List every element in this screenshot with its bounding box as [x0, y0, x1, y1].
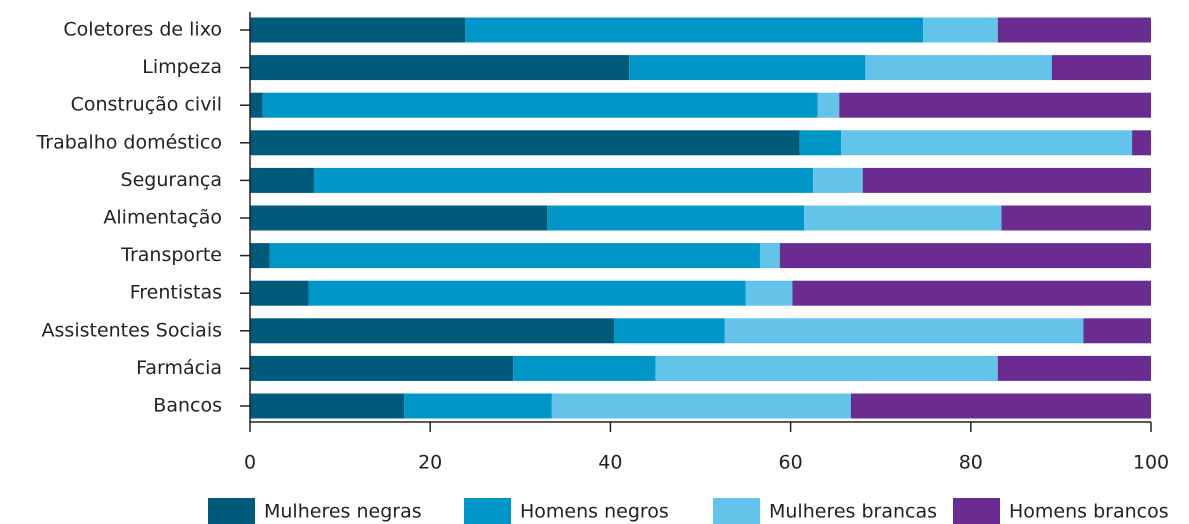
bar-segment — [313, 167, 814, 193]
bar-segment — [1132, 130, 1151, 156]
bar-segment — [308, 280, 746, 306]
y-tick-label: Alimentação — [103, 207, 222, 229]
y-tick-label: Bancos — [153, 395, 222, 417]
y-tick-label: Frentistas — [130, 282, 222, 304]
bar-segment — [997, 17, 1151, 43]
legend-label: Homens negros — [520, 501, 669, 523]
bar-segment — [759, 243, 780, 269]
y-tick-label: Segurança — [121, 169, 222, 191]
legend-swatch — [953, 498, 1000, 524]
legend-label: Mulheres brancas — [769, 501, 937, 523]
bar-segment — [724, 318, 1084, 344]
y-tick-label: Farmácia — [136, 357, 222, 379]
bar-segment — [779, 243, 1151, 269]
bar-segment — [250, 92, 263, 118]
bar-segment — [250, 280, 309, 306]
bar-segment — [841, 130, 1133, 156]
bar-segment — [839, 92, 1151, 118]
bar-segment — [513, 355, 656, 381]
bar-segment — [1051, 55, 1151, 81]
bar-segment — [250, 17, 466, 43]
bar-segment — [1001, 205, 1151, 231]
x-tick-label: 40 — [598, 452, 622, 474]
bar-segment — [817, 92, 840, 118]
bar-segment — [655, 355, 998, 381]
bar-segment — [250, 167, 314, 193]
bar-segment — [792, 280, 1151, 306]
legend-swatch — [208, 498, 255, 524]
bar-segment — [250, 55, 630, 81]
bar-segment — [269, 243, 760, 269]
x-tick-label: 80 — [959, 452, 983, 474]
bar-segment — [250, 355, 514, 381]
y-tick-label: Trabalho doméstico — [35, 131, 222, 153]
x-tick-label: 0 — [244, 452, 256, 474]
bar-segment — [404, 393, 552, 419]
bar-segment — [250, 205, 548, 231]
bar-segment — [745, 280, 793, 306]
y-tick-label: Transporte — [120, 244, 222, 266]
bar-segment — [629, 55, 866, 81]
bar-segment — [799, 130, 842, 156]
bar-segment — [614, 318, 725, 344]
bar-segment — [862, 167, 1151, 193]
bar-segment — [804, 205, 1002, 231]
x-tick-label: 60 — [779, 452, 803, 474]
bar-segment — [250, 393, 405, 419]
y-tick-label: Limpeza — [142, 56, 222, 78]
bar-segment — [250, 243, 270, 269]
y-tick-label: Coletores de lixo — [63, 19, 222, 41]
bar-segment — [262, 92, 818, 118]
legend-label: Mulheres negras — [264, 501, 422, 523]
bar-segment — [1083, 318, 1151, 344]
bar-segment — [547, 205, 805, 231]
bar-segment — [923, 17, 998, 43]
x-tick-label: 20 — [418, 452, 442, 474]
y-tick-label: Construção civil — [71, 94, 222, 116]
legend-swatch — [464, 498, 511, 524]
bar-segment — [250, 130, 800, 156]
bar-segment — [997, 355, 1151, 381]
bar-segment — [465, 17, 924, 43]
y-tick-label: Assistentes Sociais — [42, 319, 222, 341]
bar-segment — [551, 393, 851, 419]
legend-label: Homens brancos — [1009, 501, 1169, 523]
bar-segment — [813, 167, 863, 193]
bar-segment — [865, 55, 1052, 81]
bar-segment — [850, 393, 1151, 419]
x-tick-label: 100 — [1133, 452, 1169, 474]
bar-segment — [250, 318, 615, 344]
legend-swatch — [713, 498, 760, 524]
